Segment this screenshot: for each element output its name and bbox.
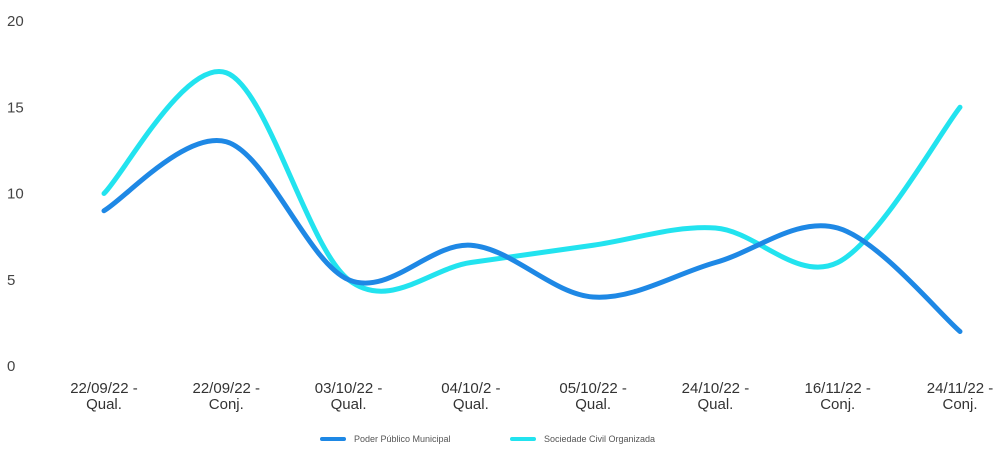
y-tick-label: 10	[7, 186, 24, 203]
x-tick-label: Conj.	[820, 396, 855, 413]
x-tick-label: Qual.	[453, 396, 489, 413]
x-tick-label: 22/09/22 -	[70, 380, 138, 397]
x-axis-ticks: 22/09/22 -Qual.22/09/22 -Conj.03/10/22 -…	[70, 380, 993, 413]
y-tick-label: 20	[7, 13, 24, 30]
x-tick-label: 16/11/22 -	[804, 380, 870, 397]
y-tick-label: 15	[7, 99, 24, 116]
x-tick-label: 22/09/22 -	[193, 380, 261, 397]
series-line-sociedade-civil-organizada	[101, 69, 963, 294]
legend-label: Sociedade Civil Organizada	[544, 434, 655, 444]
y-axis-ticks: 0 5 10 15 20	[7, 13, 24, 375]
y-tick-label: 0	[7, 358, 15, 375]
legend: Poder Público Municipal Sociedade Civil O…	[320, 434, 655, 444]
x-tick-label: 04/10/2 -	[441, 380, 500, 397]
x-tick-label: Conj.	[942, 396, 977, 413]
x-tick-label: 03/10/22 -	[315, 380, 383, 397]
legend-label: Poder Público Municipal	[354, 434, 451, 444]
x-tick-label: 24/10/22 -	[682, 380, 750, 397]
x-tick-label: 05/10/22 -	[559, 380, 627, 397]
x-tick-label: Qual.	[697, 396, 733, 413]
x-tick-label: 24/11/22 -	[927, 380, 993, 397]
series-lines	[101, 69, 963, 334]
x-tick-label: Qual.	[331, 396, 367, 413]
x-tick-label: Conj.	[209, 396, 244, 413]
series-line-poder-publico-municipal	[101, 137, 963, 334]
x-tick-label: Qual.	[575, 396, 611, 413]
y-tick-label: 5	[7, 272, 15, 289]
x-tick-label: Qual.	[86, 396, 122, 413]
